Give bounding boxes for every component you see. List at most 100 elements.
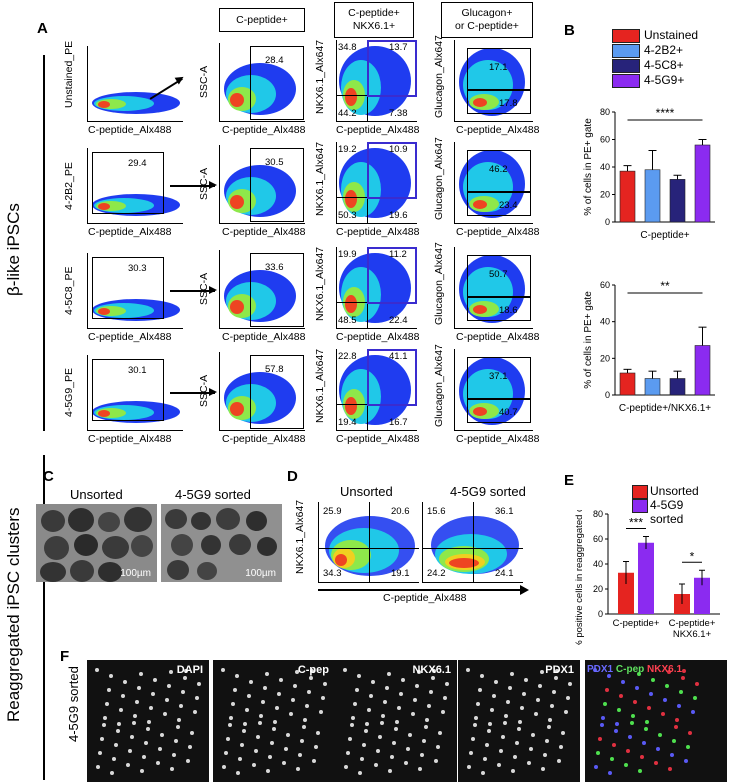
bar [644, 169, 661, 223]
legend-b-label: 4-5G9+ [644, 73, 685, 87]
f-channel-label: C-pep [297, 664, 329, 676]
c-sorted-label: 4-5G9 sorted [175, 487, 251, 502]
bar [638, 542, 654, 614]
c-scale-left: 100µm [120, 568, 151, 579]
row-arrow [170, 287, 217, 293]
row-nkx-label: NKX6.1_Alx647 [314, 141, 326, 216]
bar [669, 378, 686, 396]
row-gcg-bottom: 40.7 [499, 407, 518, 418]
row-ssc-value: 57.8 [265, 364, 284, 375]
x-axis-label: C-peptide+ [640, 230, 689, 241]
row-gcg-bottom: 23.4 [499, 200, 518, 211]
header-cpeptide-nkx: C-peptide+ NKX6.1+ [334, 2, 414, 38]
f-merge-label: C-pep [615, 664, 645, 675]
d-unsorted-plot: 25.9 20.6 34.3 19.1 [318, 502, 419, 583]
row-gcg-label: Glucagon_Alx647 [433, 242, 445, 325]
row-nkx-q4: 16.7 [389, 417, 408, 428]
panel-letter-f: F [60, 648, 70, 665]
significance-label: **** [656, 106, 675, 120]
row-nkx-q3: 44.2 [338, 108, 357, 119]
row-gcg-xlabel: C-peptide_Alx488 [456, 433, 540, 445]
row-nkx-q2: 41.1 [389, 351, 408, 362]
d-sorted-q1: 15.6 [427, 506, 446, 517]
legend-e-label: 4-5G9 [650, 498, 684, 512]
legend-b-swatch [612, 29, 640, 43]
y-tick-label: 20 [593, 584, 603, 594]
row-gcg-plot: 17.1 17.8 [454, 40, 533, 122]
row-ssc-label: SSC-A [198, 374, 210, 407]
d-sorted-q2: 36.1 [495, 506, 514, 517]
row-ssc-value: 33.6 [265, 262, 284, 273]
side-bracket-top [43, 55, 45, 431]
row-ssc-label: SSC-A [198, 65, 210, 98]
y-axis-label: % of cells in PE+ gate [583, 118, 594, 216]
d-unsorted-q4: 19.1 [391, 568, 410, 579]
header-cpeptide: C-peptide+ [219, 8, 305, 32]
legend-b-swatch [612, 74, 640, 88]
y-tick-label: 40 [593, 559, 603, 569]
side-bracket-bottom [43, 455, 45, 780]
row-nkx-q1: 34.8 [338, 42, 357, 53]
d-unsorted-q3: 34.3 [323, 568, 342, 579]
row-ssc-xlabel: C-peptide_Alx488 [222, 124, 306, 136]
row-nkx-xlabel: C-peptide_Alx488 [336, 331, 420, 343]
f-channel-label: PDX1 [545, 664, 574, 676]
row-gcg-xlabel: C-peptide_Alx488 [456, 124, 540, 136]
row-ylabel: 4-2B2_PE [63, 162, 75, 210]
row-gcg-bottom: 18.6 [499, 305, 518, 316]
row-nkx-q1: 19.9 [338, 249, 357, 260]
bar [619, 372, 636, 396]
y-tick-label: 20 [600, 190, 610, 200]
bar [694, 577, 710, 614]
x-axis-label: C-peptide+/NKX6.1+ [619, 403, 711, 414]
legend-b-swatch [612, 59, 640, 73]
f-channel-label: DAPI [176, 664, 203, 676]
row-gcg-label: Glucagon_Alx647 [433, 35, 445, 118]
legend-e-swatch [632, 485, 648, 499]
row-ssc-xlabel: C-peptide_Alx488 [222, 226, 306, 238]
y-tick-label: 0 [598, 609, 603, 619]
bar [669, 179, 686, 223]
row-ssc-plot: 57.8 [219, 352, 305, 431]
header-glucagon: Glucagon+ or C-peptide+ [441, 2, 533, 38]
row-pe-xlabel: C-peptide_Alx488 [88, 433, 172, 445]
d-sorted-plot: 15.6 36.1 24.2 24.1 [422, 502, 523, 583]
row-ssc-xlabel: C-peptide_Alx488 [222, 433, 306, 445]
row-nkx-q4: 7.38 [389, 108, 408, 119]
row-nkx-q3: 19.4 [338, 417, 357, 428]
row-nkx-q2: 11.2 [389, 249, 407, 260]
row-arrow [170, 389, 217, 395]
row-pe-xlabel: C-peptide_Alx488 [88, 226, 172, 238]
row-nkx-xlabel: C-peptide_Alx488 [336, 124, 420, 136]
row-nkx-label: NKX6.1_Alx647 [314, 39, 326, 114]
y-tick-label: 0 [605, 390, 610, 400]
legend-b-label: 4-2B2+ [644, 43, 684, 57]
f-merge-label: PDX1 [587, 664, 614, 675]
row-nkx-q3: 48.5 [338, 315, 357, 326]
chart-e: 020406080***C-peptide+*C-peptide+NKX6.1+… [574, 510, 720, 645]
x-tick-label: C-peptide+ [669, 618, 716, 629]
d-sorted-q4: 24.1 [495, 568, 514, 579]
legend-e-label: Unsorted [650, 484, 699, 498]
row-nkx-label: NKX6.1_Alx647 [314, 348, 326, 423]
row-nkx-q4: 22.4 [389, 315, 408, 326]
row-nkx-plot: 19.9 11.2 48.5 22.4 [336, 247, 417, 329]
row-pe-gate-value: 30.1 [128, 365, 147, 376]
y-tick-label: 20 [600, 353, 610, 363]
row-gcg-plot: 37.1 40.7 [454, 349, 533, 431]
row-pe-plot: 29.4 [87, 148, 183, 224]
significance-label: *** [629, 516, 643, 530]
f-image: NKX6.1 [335, 660, 457, 782]
bar [694, 345, 711, 396]
c-unsorted-image: 100µm [36, 504, 157, 582]
f-merge-label: NKX6.1 [647, 664, 683, 675]
panel-letter-a: A [37, 20, 48, 37]
row-gcg-plot: 46.2 23.4 [454, 142, 533, 224]
f-image: PDX1 [458, 660, 580, 782]
row-gcg-top: 17.1 [489, 62, 508, 73]
legend-e-label: sorted [650, 512, 684, 526]
side-label-clusters: Reaggregated iPSC clusters [4, 507, 23, 722]
f-channel-label: NKX6.1 [412, 664, 451, 676]
panel-letter-d: D [287, 468, 298, 485]
y-tick-label: 40 [600, 162, 610, 172]
